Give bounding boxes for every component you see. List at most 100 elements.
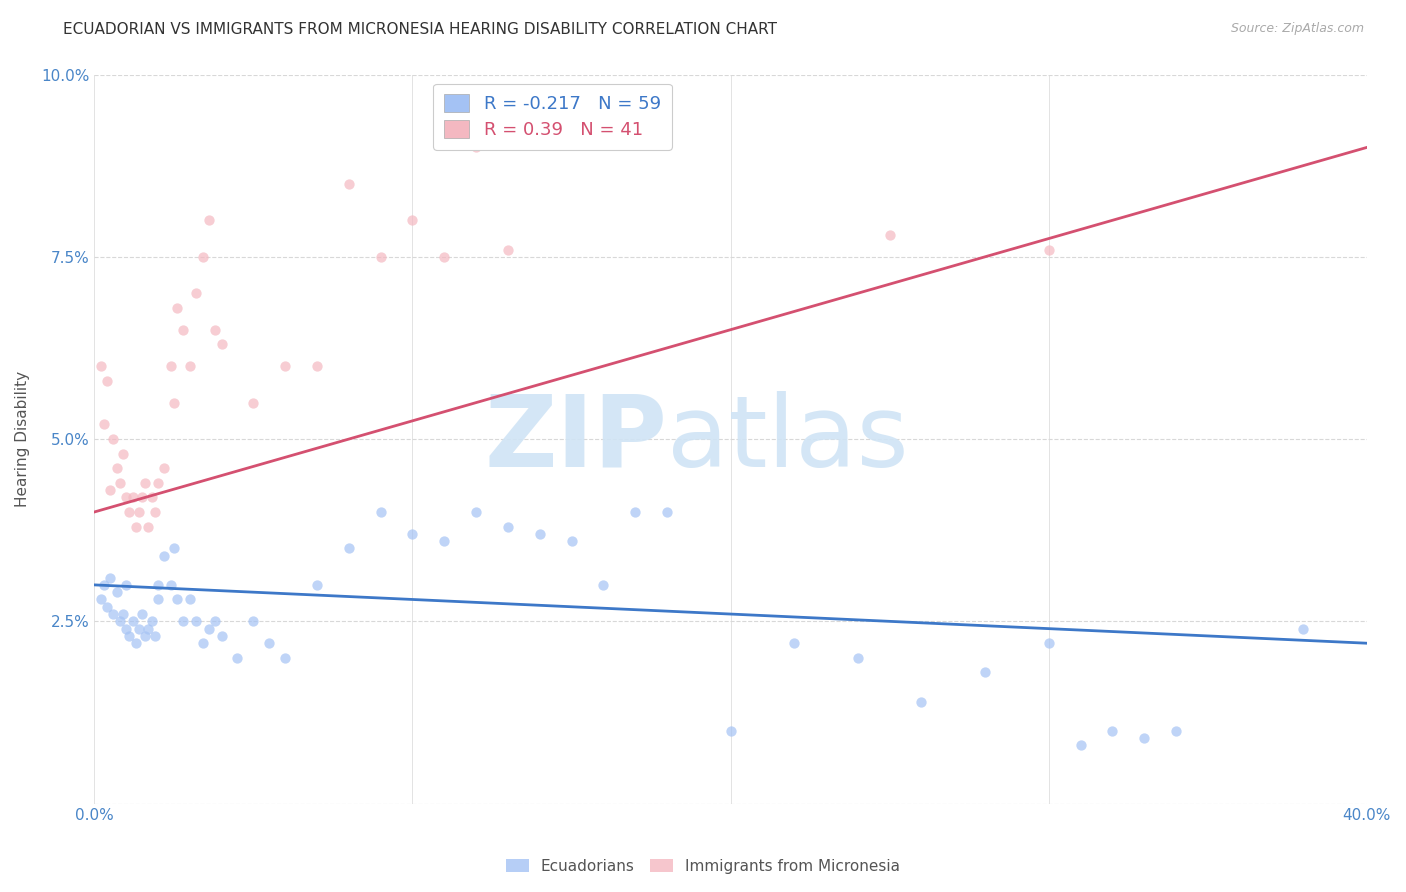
Point [401,213,423,227]
Point [592,578,614,592]
Point [111,607,134,621]
Point [1164,723,1187,738]
Point [433,250,456,264]
Point [186,615,208,629]
Point [1133,731,1156,745]
Point [90,359,112,373]
Point [96,374,118,388]
Point [401,526,423,541]
Point [496,519,519,533]
Point [159,359,181,373]
Point [370,505,392,519]
Point [910,694,932,708]
Point [198,622,221,636]
Point [624,505,647,519]
Legend: R = -0.217   N = 59, R = 0.39   N = 41: R = -0.217 N = 59, R = 0.39 N = 41 [433,84,672,150]
Point [1038,636,1060,650]
Point [720,723,742,738]
Point [172,323,194,337]
Point [159,578,181,592]
Point [143,629,166,643]
Point [141,491,163,505]
Point [186,286,208,301]
Point [131,607,153,621]
Point [204,323,226,337]
Point [115,578,138,592]
Point [131,491,153,505]
Text: ZIP: ZIP [484,391,666,488]
Point [128,505,150,519]
Point [128,622,150,636]
Point [93,578,115,592]
Point [103,432,125,446]
Point [121,491,143,505]
Point [337,541,360,556]
Point [153,461,176,475]
Point [141,615,163,629]
Point [118,505,141,519]
Point [496,243,519,257]
Point [655,505,678,519]
Legend: Ecuadorians, Immigrants from Micronesia: Ecuadorians, Immigrants from Micronesia [499,853,907,880]
Point [108,475,131,490]
Point [783,636,806,650]
Point [879,227,901,242]
Point [93,417,115,432]
Point [179,592,201,607]
Text: atlas: atlas [666,391,908,488]
Point [1069,739,1091,753]
Point [121,615,143,629]
Point [105,585,128,599]
Point [974,665,997,680]
Point [242,395,264,409]
Point [166,301,188,315]
Point [118,629,141,643]
Point [259,636,281,650]
Point [125,519,148,533]
Point [1101,723,1123,738]
Point [115,491,138,505]
Point [211,337,233,351]
Point [146,592,169,607]
Point [138,519,160,533]
Point [465,140,488,154]
Point [465,505,488,519]
Point [211,629,233,643]
Point [305,359,328,373]
Point [90,592,112,607]
Point [274,650,297,665]
Point [103,607,125,621]
Point [337,177,360,191]
Point [143,505,166,519]
Point [153,549,176,563]
Point [191,250,214,264]
Point [1292,622,1315,636]
Point [105,461,128,475]
Point [204,615,226,629]
Point [529,526,551,541]
Point [846,650,869,665]
Point [163,395,186,409]
Point [108,615,131,629]
Point [1038,243,1060,257]
Point [198,213,221,227]
Text: ECUADORIAN VS IMMIGRANTS FROM MICRONESIA HEARING DISABILITY CORRELATION CHART: ECUADORIAN VS IMMIGRANTS FROM MICRONESIA… [63,22,778,37]
Point [433,534,456,549]
Point [274,359,297,373]
Point [226,650,249,665]
Point [191,636,214,650]
Point [134,475,156,490]
Point [138,622,160,636]
Point [96,599,118,614]
Point [370,250,392,264]
Point [111,447,134,461]
Point [242,615,264,629]
Point [125,636,148,650]
Point [134,629,156,643]
Point [115,622,138,636]
Point [146,578,169,592]
Point [166,592,188,607]
Point [98,571,121,585]
Text: Source: ZipAtlas.com: Source: ZipAtlas.com [1230,22,1364,36]
Point [179,359,201,373]
